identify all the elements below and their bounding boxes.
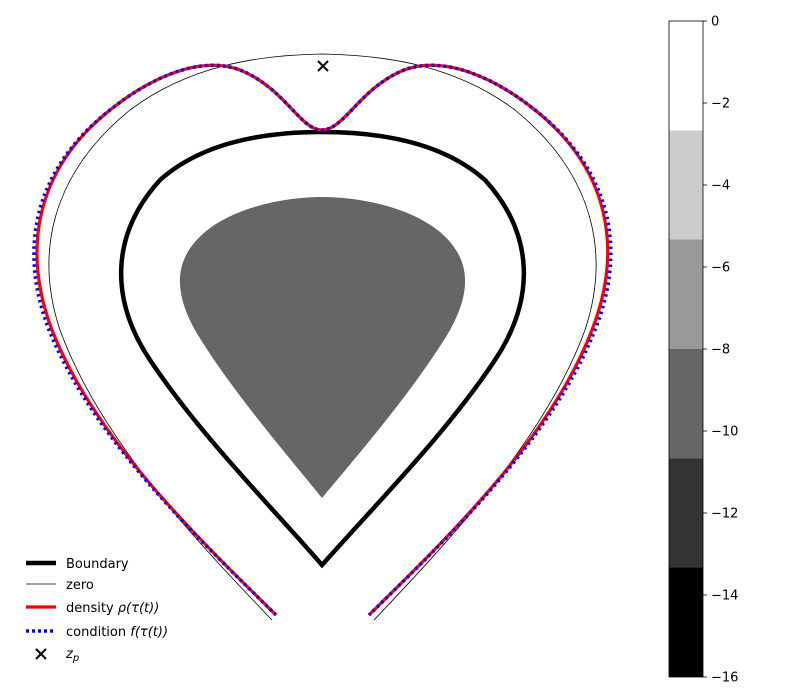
- legend-label-boundary: Boundary: [66, 557, 129, 572]
- legend-entry-condition: condition f(τ(t)): [26, 625, 168, 640]
- colorbar-level-4: [669, 130, 703, 240]
- legend-entry-boundary: Boundary: [26, 557, 129, 572]
- filled-contour-region: [179, 197, 466, 498]
- colorbar-tick-label: −12: [711, 507, 738, 522]
- legend: Boundary zero density ρ(τ(t)) condition …: [26, 557, 168, 664]
- colorbar-level-5: [669, 21, 703, 131]
- legend-label-zp: zp: [65, 647, 79, 664]
- colorbar-level-0: [669, 567, 703, 677]
- colorbar-tick-label: −6: [711, 261, 730, 276]
- colorbar-tick-label: −2: [711, 97, 730, 112]
- boundary-curve: [118, 129, 527, 569]
- legend-label-condition: condition f(τ(t)): [66, 625, 168, 640]
- legend-entry-zp: zp: [35, 647, 79, 664]
- legend-label-zero: zero: [66, 578, 94, 593]
- colorbar-tick-label: −14: [711, 589, 738, 604]
- condition-curve: [32, 63, 613, 617]
- colorbar-tick-label: −10: [711, 425, 738, 440]
- colorbar-tick-label: −8: [711, 343, 730, 358]
- colorbar-tick-label: −16: [711, 671, 738, 686]
- legend-entry-zero: zero: [26, 578, 94, 593]
- colorbar-level-3: [669, 239, 703, 349]
- legend-entry-density: density ρ(τ(t)): [26, 601, 159, 616]
- legend-swatch-zp: [35, 648, 47, 660]
- colorbar-tick-label: 0: [711, 15, 719, 30]
- colorbar: 0 −2 −4 −6 −8 −10 −12 −14 −16: [668, 15, 738, 686]
- plot-area: [32, 53, 613, 621]
- colorbar-level-2: [669, 349, 703, 459]
- legend-label-density: density ρ(τ(t)): [66, 601, 159, 616]
- colorbar-tick-label: −4: [711, 179, 730, 194]
- zero-contour: [48, 53, 597, 621]
- zp-marker: [317, 60, 329, 72]
- colorbar-level-1: [669, 458, 703, 568]
